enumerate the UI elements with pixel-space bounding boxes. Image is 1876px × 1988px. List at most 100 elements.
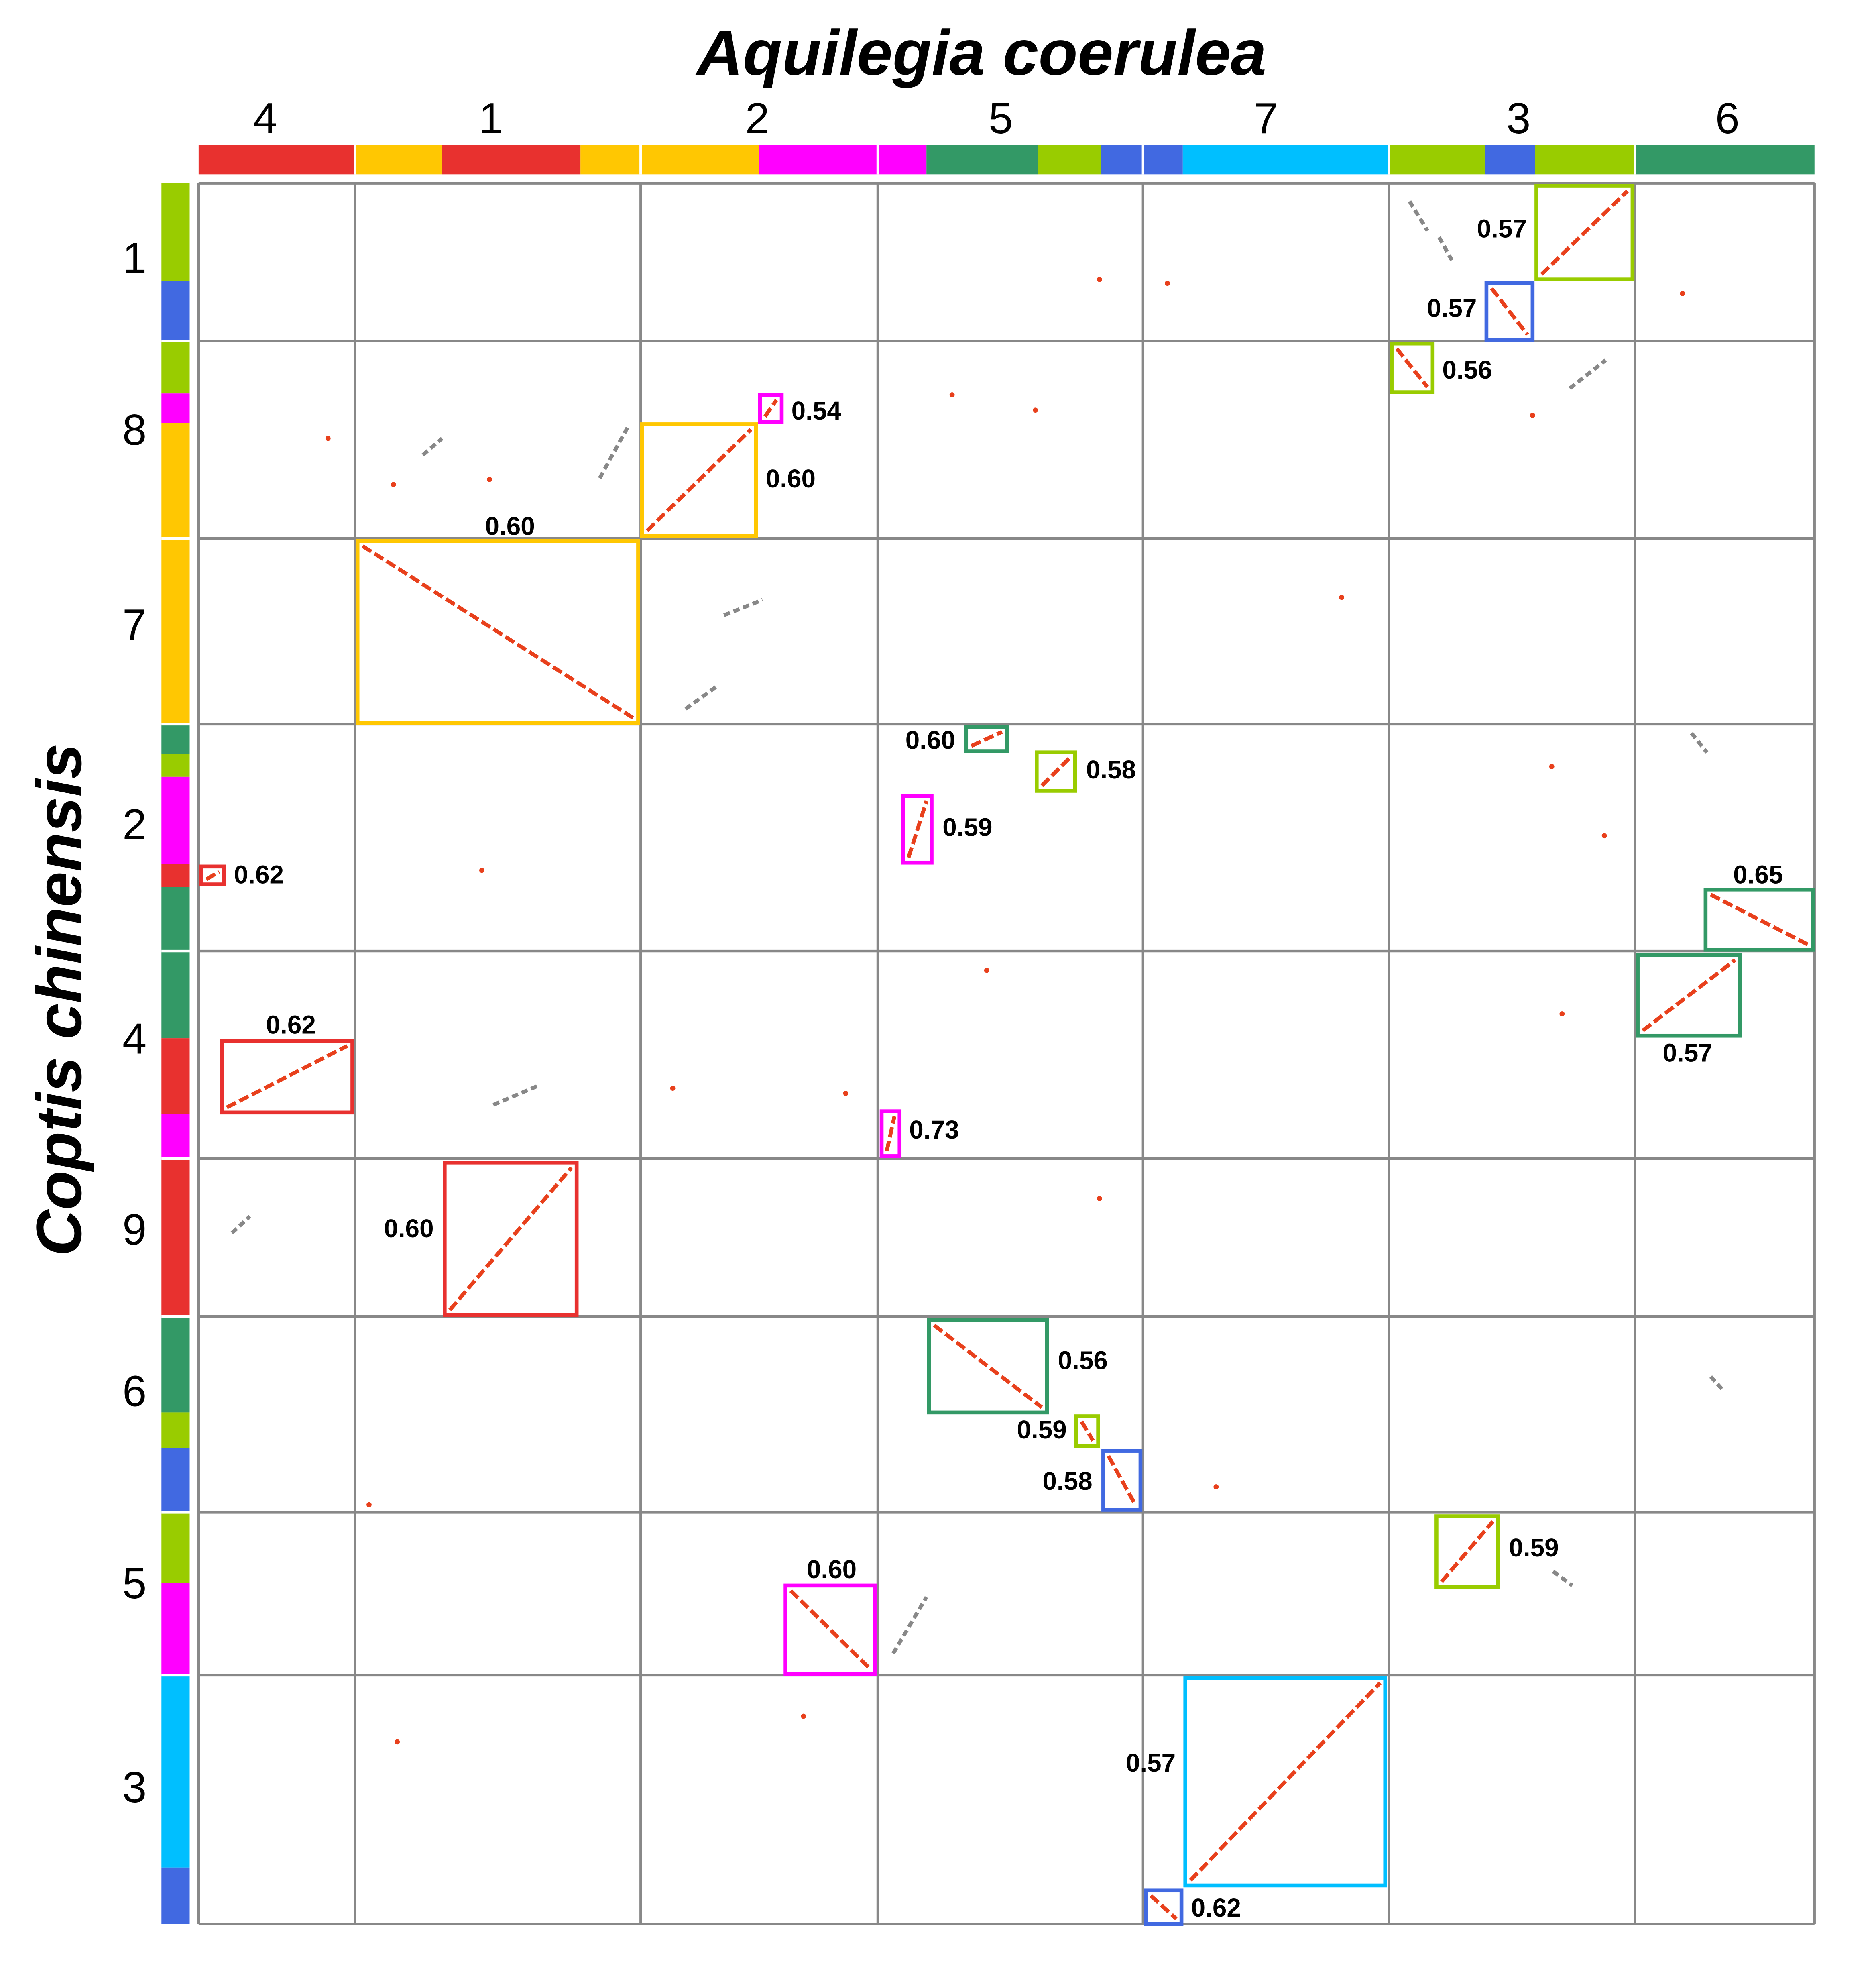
color-bar	[580, 145, 759, 175]
block-label: 0.59	[942, 813, 992, 842]
dot	[1339, 595, 1345, 600]
y-chromosome: 1	[122, 234, 146, 283]
synteny-block	[783, 1583, 877, 1676]
color-bar	[161, 776, 190, 864]
color-bar	[161, 341, 190, 394]
color-bar	[161, 724, 190, 754]
color-bar	[161, 183, 190, 281]
y-chromosome: 2	[122, 800, 146, 849]
synteny-block	[1183, 1676, 1388, 1888]
dot	[843, 1091, 848, 1096]
dot	[984, 968, 989, 973]
block-label: 0.60	[485, 511, 535, 540]
synteny-dots	[907, 800, 928, 858]
color-bar	[161, 393, 190, 423]
dot	[801, 1713, 806, 1719]
block-label: 0.65	[1733, 860, 1783, 889]
dot-run	[1690, 732, 1709, 754]
synteny-block	[355, 539, 640, 725]
dot	[487, 477, 492, 482]
color-bar	[161, 1675, 190, 1868]
synteny-dots	[789, 1589, 872, 1670]
block-label: 0.60	[905, 726, 955, 755]
color-bar	[161, 1114, 190, 1159]
synteny-dots	[933, 1324, 1043, 1409]
synteny-dots	[205, 870, 220, 881]
synteny-block	[1074, 1414, 1100, 1448]
color-bar	[1389, 145, 1485, 175]
color-bar	[759, 145, 927, 175]
block-label: 0.62	[1191, 1893, 1241, 1922]
synteny-dots	[1709, 893, 1809, 947]
synteny-dots	[1642, 958, 1736, 1032]
synteny-dots	[1149, 1894, 1178, 1921]
x-title: Aquilegia coerulea	[695, 16, 1266, 88]
dot	[1549, 764, 1555, 769]
synteny-dots	[1440, 1520, 1495, 1583]
synteny-block	[443, 1161, 579, 1317]
color-bar	[161, 1412, 190, 1448]
color-bar	[355, 145, 442, 175]
synteny-dots	[1395, 347, 1429, 389]
y-chromosome: 9	[122, 1206, 146, 1254]
synteny-dots	[226, 1044, 348, 1109]
y-chromosome: 4	[122, 1014, 146, 1063]
color-bar	[161, 1316, 190, 1413]
y-chromosome: 6	[122, 1367, 146, 1416]
synteny-dots	[1540, 189, 1629, 276]
x-chromosome: 2	[745, 94, 769, 143]
block-label: 0.57	[1126, 1748, 1176, 1777]
synteny-block	[758, 393, 784, 424]
synteny-block	[1703, 888, 1815, 952]
synteny-dots	[645, 428, 753, 532]
synteny-dots	[361, 544, 634, 720]
synteny-dots	[1189, 1681, 1382, 1882]
synteny-dots	[885, 1116, 897, 1152]
synteny-block	[1484, 281, 1535, 342]
synteny-block	[1035, 750, 1077, 793]
synteny-block	[1101, 1449, 1143, 1512]
y-chromosome: 7	[122, 601, 146, 649]
dot	[1165, 281, 1170, 286]
dot-run	[891, 1596, 928, 1655]
synteny-block	[964, 725, 1009, 753]
block-label: 0.60	[807, 1555, 857, 1584]
color-bar	[926, 145, 1038, 175]
synteny-block	[879, 1109, 902, 1158]
y-chromosome: 8	[122, 406, 146, 454]
synteny-block	[199, 864, 226, 886]
block-label: 0.62	[234, 860, 284, 889]
color-bar	[161, 887, 190, 1039]
block-label: 0.56	[1058, 1346, 1108, 1375]
dot-run	[598, 426, 630, 479]
synteny-block	[1144, 1888, 1184, 1926]
color-bar	[161, 1038, 190, 1114]
dot	[395, 1739, 400, 1745]
synteny-dots	[1107, 1455, 1137, 1506]
synteny-block	[640, 422, 758, 538]
dot	[1680, 291, 1685, 296]
synteny-block	[927, 1318, 1049, 1415]
color-bar	[1038, 145, 1101, 175]
color-bar	[161, 1583, 190, 1675]
dot	[949, 392, 955, 397]
block-label: 0.58	[1042, 1467, 1092, 1495]
synteny-block	[1534, 184, 1635, 281]
dot	[1097, 1196, 1102, 1201]
color-bar	[161, 754, 190, 777]
dot	[391, 482, 396, 487]
x-chromosome: 4	[253, 94, 277, 143]
color-bar	[161, 1867, 190, 1924]
dot	[325, 436, 331, 441]
dot-run	[723, 598, 763, 617]
color-bar	[161, 423, 190, 724]
synteny-dots	[1490, 287, 1529, 336]
dot	[1559, 1011, 1565, 1016]
dot	[670, 1086, 676, 1091]
color-bar	[198, 145, 355, 175]
dot	[1097, 277, 1102, 282]
y-title: Coptis chinensis	[23, 743, 95, 1256]
dot	[479, 868, 484, 873]
color-bar	[1535, 145, 1635, 175]
block-label: 0.59	[1017, 1415, 1066, 1444]
